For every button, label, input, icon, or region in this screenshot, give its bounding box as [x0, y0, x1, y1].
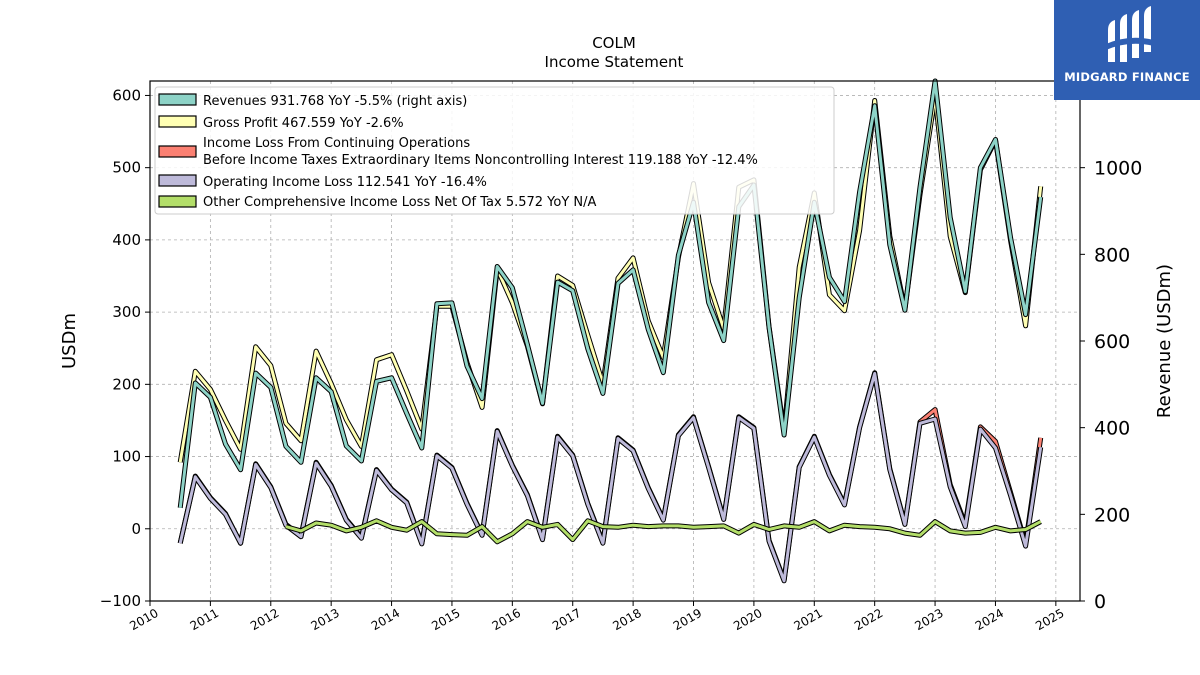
x-tick-label: 2013 [308, 606, 341, 633]
x-tick-label: 2011 [188, 606, 221, 633]
legend-label-gross-profit: Gross Profit 467.559 YoY -2.6% [203, 116, 404, 131]
legend-swatch-operating-income [158, 174, 197, 187]
y-tick-label-left: 100 [112, 448, 141, 466]
legend-swatch-revenues [158, 93, 197, 106]
y-tick-label-right: 0 [1094, 591, 1106, 613]
brand-logo: MIDGARD FINANCE [1054, 0, 1200, 100]
logo-text: MIDGARD FINANCE [1064, 70, 1190, 84]
logo-mark-icon [1106, 6, 1154, 62]
y-tick-label-left: 400 [112, 231, 141, 249]
legend-swatch-other-comprehensive [158, 195, 197, 208]
y-axis-right-label: Revenue (USDm) [1154, 264, 1175, 418]
x-tick-label: 2014 [369, 606, 402, 633]
x-tick-label: 2012 [248, 606, 281, 633]
y-tick-label-right: 400 [1094, 418, 1130, 440]
legend-swatch-income-loss [158, 145, 197, 158]
chart-subtitle-text: Income Statement [545, 53, 684, 71]
legend-swatch-gross-profit [158, 115, 197, 128]
x-tick-label: 2022 [852, 606, 885, 633]
legend-label-income-loss-line1: Income Loss From Continuing Operations [203, 136, 470, 151]
legend-label-revenues: Revenues 931.768 YoY -5.5% (right axis) [203, 94, 467, 109]
y-axis-left-label: USDm [59, 313, 80, 369]
series-lines [177, 78, 1044, 584]
chart-title-text: COLM [592, 34, 636, 52]
y-tick-label-right: 1000 [1094, 158, 1142, 180]
legend-label-income-loss-line2: Before Income Taxes Extraordinary Items … [203, 153, 758, 168]
x-tick-label: 2025 [1033, 606, 1066, 633]
x-tick-label: 2021 [792, 606, 825, 633]
y-axis-left: 600 500 400 300 200 100 0 −100 [100, 86, 150, 610]
chart-title: COLM Income Statement [545, 34, 684, 71]
x-tick-label: 2019 [671, 606, 704, 633]
y-tick-label-right: 800 [1094, 244, 1130, 266]
legend-label-other-comprehensive: Other Comprehensive Income Loss Net Of T… [203, 195, 597, 210]
series-line-operating-income [178, 372, 1043, 583]
x-tick-label: 2024 [973, 606, 1006, 633]
legend-label-operating-income: Operating Income Loss 112.541 YoY -16.4% [203, 175, 487, 190]
x-tick-label: 2018 [610, 606, 643, 633]
x-tick-label: 2016 [490, 606, 523, 633]
y-tick-label-left: 600 [112, 86, 141, 104]
y-tick-label-left: 300 [112, 303, 141, 321]
y-tick-label-right: 600 [1094, 331, 1130, 353]
series-line-revenues [178, 79, 1043, 508]
x-axis: 2010 2011 2012 2013 2014 2015 2016 2017 2018 2019… [127, 601, 1067, 633]
y-tick-label-left: 0 [131, 520, 141, 538]
y-tick-label-left: 200 [112, 375, 141, 393]
x-tick-label: 2017 [550, 606, 583, 633]
x-tick-label: 2023 [912, 606, 945, 633]
y-tick-label-left: −100 [100, 592, 141, 610]
legend-box [154, 86, 835, 215]
y-tick-label-left: 500 [112, 159, 141, 177]
x-tick-label: 2020 [731, 606, 764, 633]
legend: Revenues 931.768 YoY -5.5% (right axis) … [154, 86, 835, 215]
x-tick-label: 2015 [429, 606, 462, 633]
y-axis-right: 1000 800 600 400 200 0 [1080, 158, 1142, 613]
y-tick-label-right: 200 [1094, 504, 1130, 526]
